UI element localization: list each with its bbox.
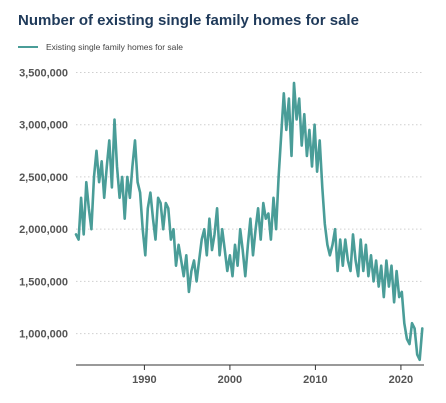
y-axis-ticks: 1,000,000 1,500,000 2,000,000 2,500,000 3,00…: [19, 67, 68, 340]
y-tick-label: 1,500,000: [19, 276, 68, 288]
gridlines: [76, 71, 424, 335]
chart-title: Number of existing single family homes f…: [18, 12, 359, 29]
legend-swatch: [18, 46, 38, 48]
y-tick-label: 3,500,000: [19, 67, 68, 79]
y-tick-label: 2,500,000: [19, 172, 68, 184]
legend: Existing single family homes for sale: [18, 42, 183, 52]
y-tick-label: 2,000,000: [19, 224, 68, 236]
x-tick-label: 1990: [132, 374, 156, 386]
y-tick-label: 1,000,000: [19, 329, 68, 341]
y-tick-label: 3,000,000: [19, 120, 68, 132]
series-line: [74, 81, 424, 362]
x-tick-label: 2000: [218, 374, 242, 386]
x-tick-label: 2020: [389, 374, 413, 386]
legend-label: Existing single family homes for sale: [46, 42, 184, 52]
x-tick-label: 2010: [303, 374, 327, 386]
x-axis-ticks: 1990 2000 2010 2020: [132, 365, 413, 386]
series-group: [74, 81, 424, 362]
